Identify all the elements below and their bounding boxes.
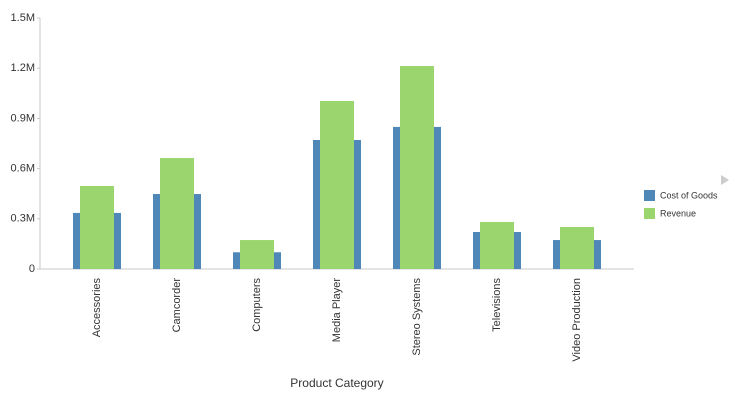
x-tick-label: Computers bbox=[251, 278, 263, 332]
y-tick-label: 1.2M bbox=[11, 62, 35, 74]
x-tick-label: Stereo Systems bbox=[411, 278, 423, 356]
bar bbox=[80, 186, 114, 269]
x-tick-label: Media Player bbox=[331, 278, 343, 343]
legend-swatch bbox=[644, 208, 655, 219]
bar bbox=[400, 66, 434, 270]
legend-scroll-arrow[interactable] bbox=[721, 175, 729, 185]
x-tick-label: Televisions bbox=[491, 278, 503, 332]
x-tick-label: Accessories bbox=[91, 278, 103, 338]
bar bbox=[480, 221, 514, 269]
x-axis-title: Product Category bbox=[290, 376, 383, 390]
bar bbox=[320, 100, 354, 269]
y-tick-label: 1.5M bbox=[11, 12, 35, 24]
y-tick-label: 0.6M bbox=[11, 163, 35, 175]
bar bbox=[560, 226, 594, 269]
y-tick-label: 0 bbox=[29, 263, 35, 275]
y-tick-label: 0.3M bbox=[11, 213, 35, 225]
bar bbox=[160, 158, 194, 269]
y-tick-label: 0.9M bbox=[11, 112, 35, 124]
legend-label: Cost of Goods bbox=[660, 190, 718, 200]
legend-label: Revenue bbox=[660, 208, 696, 218]
x-tick-label: Video Production bbox=[571, 278, 583, 362]
bar bbox=[240, 240, 274, 269]
legend-swatch bbox=[644, 190, 655, 201]
x-tick-label: Camcorder bbox=[171, 278, 183, 333]
